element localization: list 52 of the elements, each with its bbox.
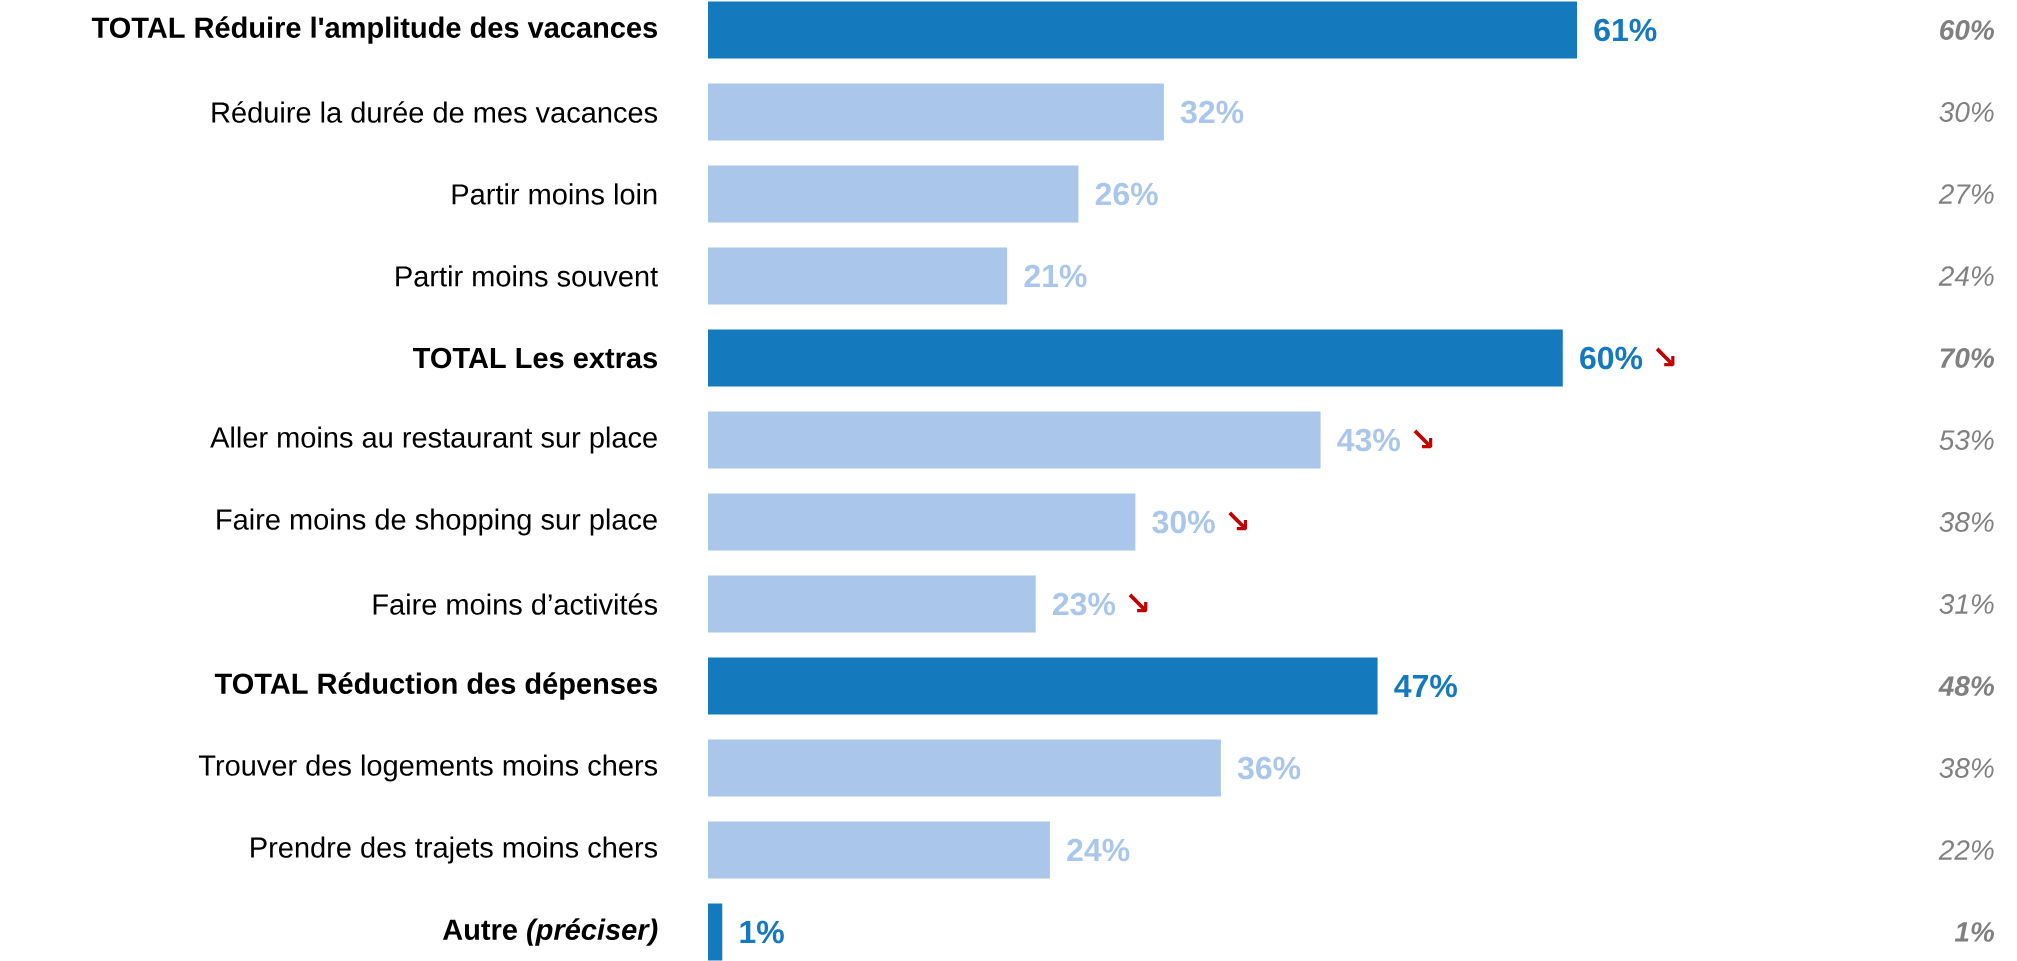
bar [708, 83, 1164, 141]
y-tick-label: TOTAL Réduire l'amplitude des vacances [91, 16, 657, 44]
bar [708, 1, 1578, 59]
y-tick-label: Aller moins au restaurant sur place [210, 426, 657, 454]
bar [708, 657, 1378, 715]
bar [708, 411, 1321, 469]
bar [708, 493, 1136, 551]
data-label: 21% [1024, 264, 1087, 288]
data-label: 32% [1180, 100, 1244, 124]
bar [708, 903, 723, 961]
y-tick-label: Prendre des trajets moins chers [251, 836, 658, 864]
y-tick-label: TOTAL Les extras [413, 347, 657, 369]
bar [708, 329, 1563, 387]
data-label: 47% [1394, 674, 1457, 698]
bar [708, 247, 1008, 305]
data-label: 30% [1152, 510, 1215, 534]
text: 24% [1938, 266, 1994, 286]
bar [708, 821, 1050, 879]
text: 38% [1939, 512, 1994, 532]
text: 1% [1954, 922, 1995, 942]
annotation: ↘ [1228, 511, 1248, 531]
annotation: ↘ [1655, 347, 1675, 367]
text: 38% [1939, 758, 1994, 778]
bar [708, 739, 1221, 797]
y-tick-label: Partir moins loin [452, 183, 657, 205]
bar [708, 575, 1036, 633]
text: 30% [1939, 102, 1994, 122]
text: 22% [1938, 840, 1994, 860]
y-tick-label: Partir moins souvent [396, 265, 658, 287]
annotation: ↘ [1413, 429, 1433, 449]
annotation: ↘ [1128, 593, 1148, 613]
y-tick-label: Trouver des logements moins chers [198, 754, 658, 782]
text: 27% [1938, 184, 1994, 204]
data-label: 36% [1237, 756, 1301, 780]
y-tick-label: Réduire la durée de mes vacances [212, 101, 658, 123]
text: 53% [1939, 430, 1994, 450]
data-label: 43% [1337, 428, 1400, 452]
data-label: 24% [1067, 838, 1130, 862]
y-tick-label: TOTAL Réduction des dépenses [214, 672, 658, 700]
text: 31% [1939, 594, 1994, 614]
y-tick-label: Autre (préciser) [442, 918, 658, 946]
y-tick-label: Faire moins de shopping sur place [217, 508, 657, 536]
text: 70% [1940, 348, 1995, 368]
data-label: 23% [1052, 592, 1116, 616]
data-label: 61% [1594, 18, 1657, 42]
data-label: 26% [1095, 182, 1158, 206]
text: 48% [1938, 676, 1995, 696]
data-label: 60% [1580, 346, 1643, 370]
y-tick-label: Faire moins d’activités [373, 593, 658, 615]
text: 60% [1940, 20, 1995, 40]
data-label: 1% [740, 920, 784, 944]
bar [708, 165, 1079, 223]
